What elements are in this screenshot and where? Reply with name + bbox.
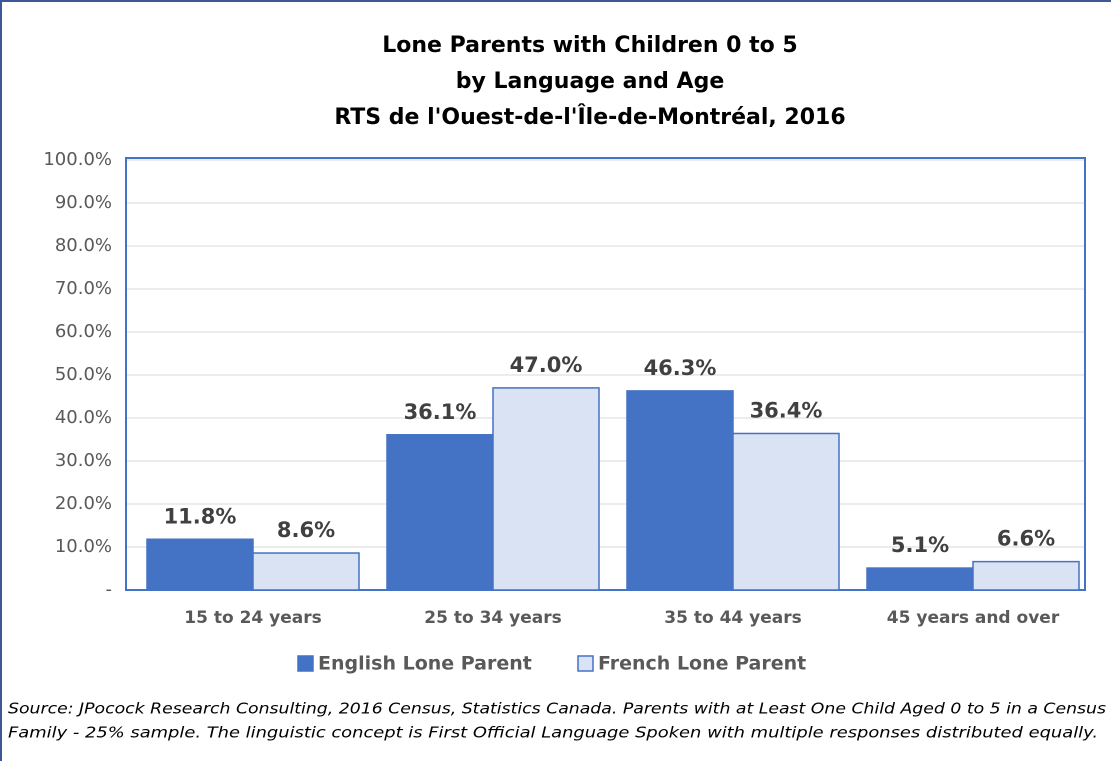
legend-swatch xyxy=(297,655,314,672)
data-label: 46.3% xyxy=(644,356,717,380)
y-tick-label: 60.0% xyxy=(55,321,112,342)
y-tick-label: 70.0% xyxy=(55,278,112,299)
data-label: 5.1% xyxy=(891,533,949,557)
plot-border xyxy=(125,157,1086,591)
y-tick-label: 20.0% xyxy=(55,493,112,514)
bar xyxy=(146,538,254,591)
y-tick-label: 100.0% xyxy=(43,149,112,170)
legend-label: English Lone Parent xyxy=(318,653,532,675)
bar xyxy=(492,387,600,591)
bar xyxy=(386,434,494,591)
x-tick-label: 15 to 24 years xyxy=(184,608,321,628)
y-tick-label: 80.0% xyxy=(55,235,112,256)
data-label: 36.4% xyxy=(750,398,823,422)
source-note: Family - 25% sample. The linguistic conc… xyxy=(8,724,1098,742)
bar xyxy=(972,560,1080,591)
data-label: 11.8% xyxy=(164,504,237,528)
data-label: 8.6% xyxy=(277,518,335,542)
chart-title: RTS de l'Ouest-de-l'Île-de-Montréal, 201… xyxy=(334,104,845,130)
y-tick-label: 50.0% xyxy=(55,364,112,385)
source-note: Source: JPocock Research Consulting, 201… xyxy=(8,700,1106,718)
x-tick-label: 35 to 44 years xyxy=(664,608,801,628)
y-tick-label: 90.0% xyxy=(55,192,112,213)
y-tick-label: 10.0% xyxy=(55,536,112,557)
bar xyxy=(626,390,734,591)
chart-title: Lone Parents with Children 0 to 5 xyxy=(382,33,797,58)
data-label: 47.0% xyxy=(510,353,583,377)
y-tick-label: - xyxy=(106,579,113,600)
y-tick-label: 40.0% xyxy=(55,407,112,428)
data-label: 6.6% xyxy=(997,527,1055,551)
legend-swatch xyxy=(577,655,594,672)
x-tick-label: 25 to 34 years xyxy=(424,608,561,628)
bar xyxy=(732,432,840,591)
x-tick-label: 45 years and over xyxy=(887,608,1060,628)
chart-title: by Language and Age xyxy=(456,69,724,94)
legend-label: French Lone Parent xyxy=(598,653,806,675)
y-tick-label: 30.0% xyxy=(55,450,112,471)
bar xyxy=(252,552,360,591)
bar xyxy=(866,567,974,591)
data-label: 36.1% xyxy=(404,400,477,424)
